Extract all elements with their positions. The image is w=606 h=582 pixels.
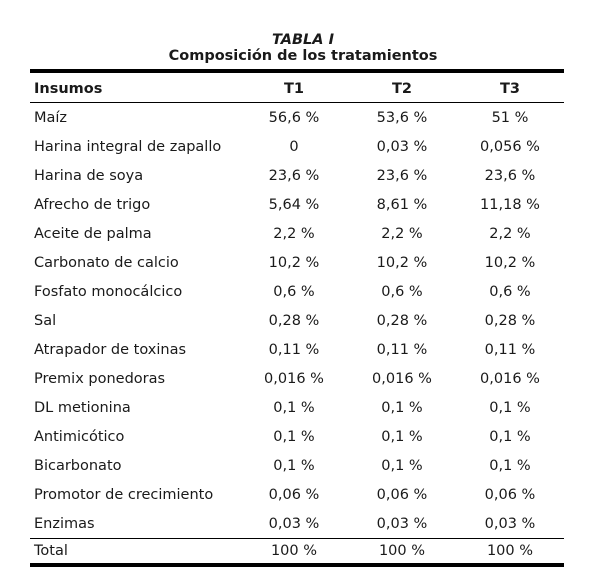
- t1-cell: 5,64 %: [268, 196, 320, 213]
- t2-cell: 2,2 %: [381, 225, 423, 242]
- table-row: Harina integral de zapallo 0 0,03 % 0,056 %: [30, 132, 564, 161]
- table-row: Harina de soya 23,6 % 23,6 % 23,6 %: [30, 161, 564, 190]
- t3-cell: 2,2 %: [489, 225, 531, 242]
- t1-cell: 0,1 %: [273, 399, 315, 416]
- table-row: Sal 0,28 % 0,28 % 0,28 %: [30, 306, 564, 335]
- t3-cell: 11,18 %: [480, 196, 540, 213]
- insumo-cell: Promotor de crecimiento: [34, 486, 214, 503]
- insumo-cell: Afrecho de trigo: [34, 196, 151, 213]
- t3-cell: 0,11 %: [484, 341, 536, 358]
- table-row: Premix ponedoras 0,016 % 0,016 % 0,016 %: [30, 364, 564, 393]
- t2-cell: 0,03 %: [376, 515, 428, 532]
- t2-cell: 0,1 %: [381, 399, 423, 416]
- t2-cell: 0,28 %: [376, 312, 428, 329]
- t1-cell: 0,03 %: [268, 515, 320, 532]
- t2-cell: 0,11 %: [376, 341, 428, 358]
- t3-cell: 0,056 %: [480, 138, 540, 155]
- insumo-cell: Premix ponedoras: [34, 370, 166, 387]
- t1-cell: 56,6 %: [268, 109, 320, 126]
- insumo-cell: Maíz: [34, 109, 68, 126]
- t2-cell: 10,2 %: [376, 254, 428, 271]
- insumo-cell: Enzimas: [34, 515, 95, 532]
- t2-cell: 23,6 %: [376, 167, 428, 184]
- t1-cell: 0,1 %: [273, 428, 315, 445]
- t3-cell: 51 %: [491, 109, 529, 126]
- t3-cell: 0,1 %: [489, 457, 531, 474]
- table-row: Fosfato monocálcico 0,6 % 0,6 % 0,6 %: [30, 277, 564, 306]
- header-t3: T3: [500, 80, 520, 97]
- t2-cell: 0,6 %: [381, 283, 423, 300]
- total-row: Total 100 % 100 % 100 %: [30, 538, 564, 565]
- t3-cell: 0,06 %: [484, 486, 536, 503]
- t1-cell: 100 %: [270, 543, 318, 559]
- t1-cell: 0,016 %: [264, 370, 324, 387]
- insumo-cell: Bicarbonato: [34, 457, 122, 474]
- t3-cell: 0,1 %: [489, 399, 531, 416]
- insumo-cell: Total: [34, 543, 68, 559]
- t1-cell: 0,6 %: [273, 283, 315, 300]
- table-row: DL metionina 0,1 % 0,1 % 0,1 %: [30, 393, 564, 422]
- t3-cell: 0,28 %: [484, 312, 536, 329]
- insumo-cell: Harina integral de zapallo: [34, 138, 222, 155]
- t2-cell: 0,016 %: [372, 370, 432, 387]
- t3-cell: 0,016 %: [480, 370, 540, 387]
- t1-cell: 0,11 %: [268, 341, 320, 358]
- insumo-cell: Sal: [34, 312, 57, 329]
- t1-cell: 0,28 %: [268, 312, 320, 329]
- t3-cell: 23,6 %: [484, 167, 536, 184]
- t1-cell: 2,2 %: [273, 225, 315, 242]
- table-row: Maíz 56,6 % 53,6 % 51 %: [30, 103, 564, 133]
- t2-cell: 0,1 %: [381, 457, 423, 474]
- header-t1: T1: [284, 80, 304, 97]
- table-row: Atrapador de toxinas 0,11 % 0,11 % 0,11 %: [30, 335, 564, 364]
- t2-cell: 53,6 %: [376, 109, 428, 126]
- composition-table: Insumos T1 T2 T3 Maíz 56,6 % 53,6 % 51 % Har…: [30, 69, 564, 567]
- table-row: Enzimas 0,03 % 0,03 % 0,03 %: [30, 509, 564, 539]
- table-row: Bicarbonato 0,1 % 0,1 % 0,1 %: [30, 451, 564, 480]
- t2-cell: 0,06 %: [376, 486, 428, 503]
- t1-cell: 0,06 %: [268, 486, 320, 503]
- insumo-cell: DL metionina: [34, 399, 131, 416]
- insumo-cell: Carbonato de calcio: [34, 254, 179, 271]
- t2-cell: 0,1 %: [381, 428, 423, 445]
- insumo-cell: Antimicótico: [34, 428, 125, 445]
- table-row: Antimicótico 0,1 % 0,1 % 0,1 %: [30, 422, 564, 451]
- t2-cell: 8,61 %: [376, 196, 428, 213]
- t2-cell: 100 %: [378, 543, 426, 559]
- t3-cell: 0,1 %: [489, 428, 531, 445]
- insumo-cell: Harina de soya: [34, 167, 144, 184]
- t1-cell: 23,6 %: [268, 167, 320, 184]
- table-row: Aceite de palma 2,2 % 2,2 % 2,2 %: [30, 219, 564, 248]
- t3-cell: 0,03 %: [484, 515, 536, 532]
- header-insumos: Insumos: [34, 80, 103, 97]
- header-row: Insumos T1 T2 T3: [30, 71, 564, 103]
- t3-cell: 10,2 %: [484, 254, 536, 271]
- table-title: Composición de los tratamientos: [168, 48, 438, 64]
- insumo-cell: Fosfato monocálcico: [34, 283, 183, 300]
- table-label: TABLA I: [272, 32, 334, 48]
- t3-cell: 0,6 %: [489, 283, 531, 300]
- t1-cell: 0,1 %: [273, 457, 315, 474]
- header-t2: T2: [392, 80, 412, 97]
- t1-cell: 0: [289, 138, 299, 155]
- table-row: Afrecho de trigo 5,64 % 8,61 % 11,18 %: [30, 190, 564, 219]
- table-row: Carbonato de calcio 10,2 % 10,2 % 10,2 %: [30, 248, 564, 277]
- t2-cell: 0,03 %: [376, 138, 428, 155]
- insumo-cell: Aceite de palma: [34, 225, 152, 242]
- insumo-cell: Atrapador de toxinas: [34, 341, 187, 358]
- t3-cell: 100 %: [486, 543, 534, 559]
- t1-cell: 10,2 %: [268, 254, 320, 271]
- table-row: Promotor de crecimiento 0,06 % 0,06 % 0,06 …: [30, 480, 564, 509]
